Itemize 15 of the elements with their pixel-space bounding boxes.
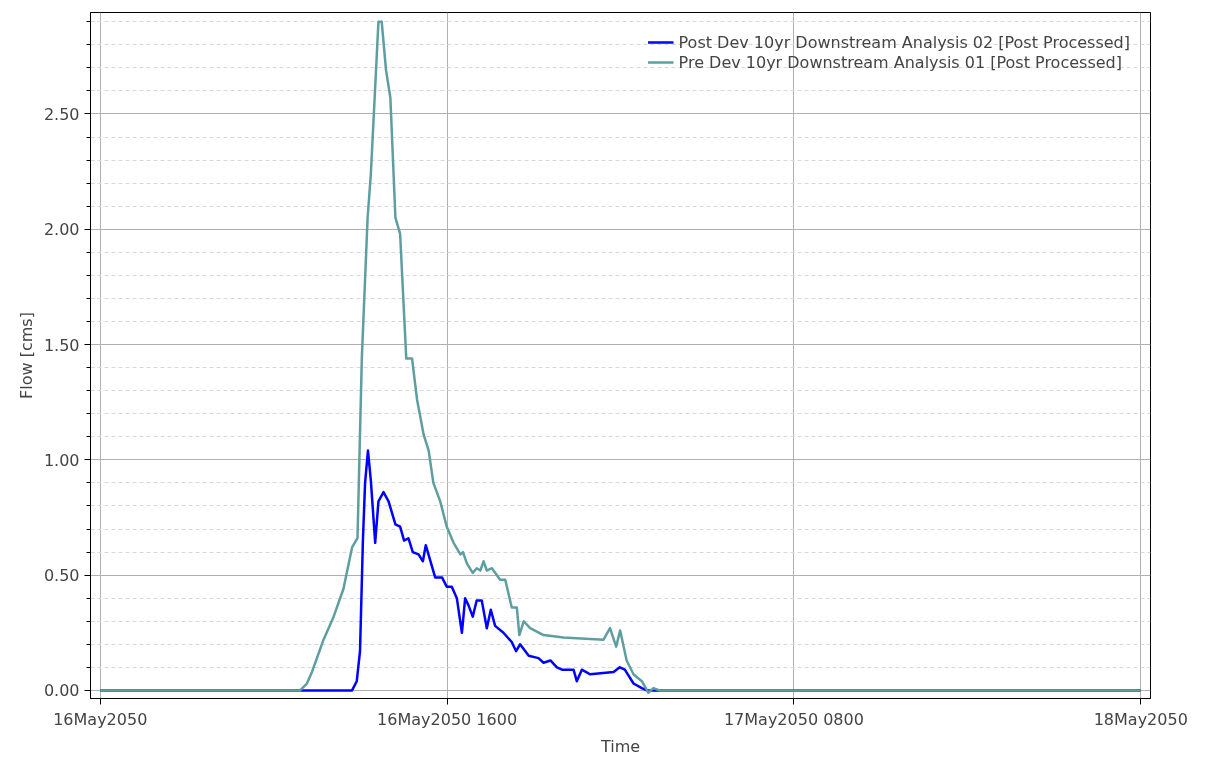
x-axis-title: Time <box>599 736 641 756</box>
x-tick-label: 16May2050 1600 <box>377 709 518 729</box>
y-tick-label: 1.50 <box>43 335 80 355</box>
y-tick-label: 0.50 <box>43 566 80 586</box>
line-series <box>99 20 1142 694</box>
x-tick-label: 16May2050 <box>53 709 148 729</box>
y-axis-title: Flow [cms] <box>16 312 36 399</box>
legend-label: Post Dev 10yr Downstream Analysis 02 [Post Processed] <box>678 32 1130 52</box>
x-tick-label: 17May2050 0800 <box>723 709 864 729</box>
y-tick-label: 0.00 <box>43 681 80 701</box>
y-tick-label: 2.50 <box>43 104 80 124</box>
x-tick-label: 18May2050 <box>1093 709 1188 729</box>
y-tick-label: 2.00 <box>43 220 80 240</box>
legend-label: Pre Dev 10yr Downstream Analysis 01 [Post Processed] <box>678 52 1122 72</box>
y-tick-label: 1.00 <box>43 450 80 470</box>
